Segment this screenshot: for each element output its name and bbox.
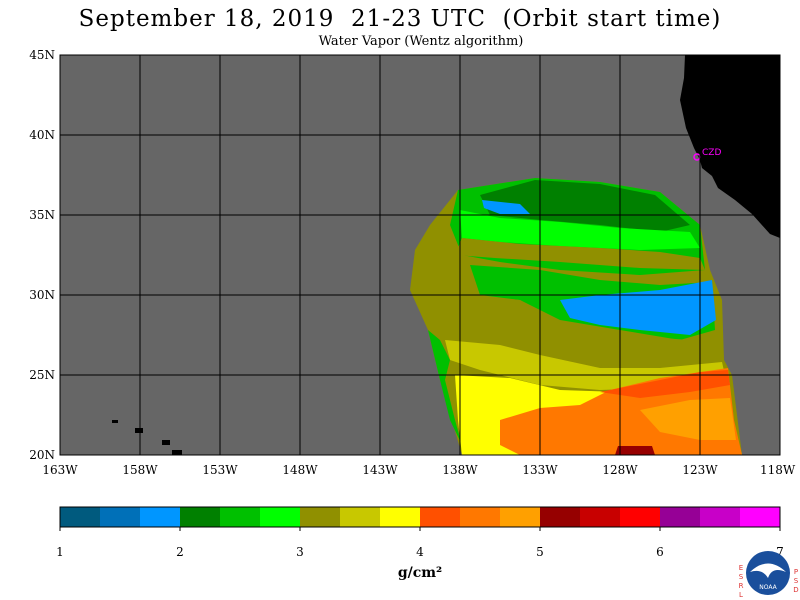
map-title: September 18, 2019 21-23 UTC (Orbit star… — [78, 6, 722, 32]
swath-blue-band — [560, 280, 716, 335]
swath-olive-south — [430, 295, 722, 368]
swath-yellow-olive — [445, 340, 726, 390]
water-vapor-swath — [410, 178, 742, 455]
colorbar-segment — [620, 507, 661, 527]
longitude-labels: 163W 158W 153W 148W 143W 138W 133W 128W 123W 118W — [42, 463, 796, 477]
graticule — [60, 55, 780, 455]
colorbar-tick-label: 5 — [536, 545, 544, 559]
latitude-label: 30N — [29, 288, 55, 302]
colorbar-segment — [100, 507, 141, 527]
colorbar-segment — [60, 507, 101, 527]
longitude-label: 128W — [602, 463, 638, 477]
colorbar-segment — [380, 507, 421, 527]
colorbar-segment — [220, 507, 261, 527]
swath-olive-band — [455, 238, 705, 270]
colorbar-segment — [740, 507, 781, 527]
longitude-label: 123W — [682, 463, 718, 477]
noaa-logo-bird — [750, 563, 786, 578]
colorbar-tick-label: 4 — [416, 545, 424, 559]
colorbar-tick-label: 1 — [56, 545, 64, 559]
longitude-label: 163W — [42, 463, 78, 477]
latitude-labels: 45N 40N 35N 30N 25N 20N — [29, 48, 55, 462]
swath-deep-orange — [600, 370, 730, 398]
colorbar-tick-label: 3 — [296, 545, 304, 559]
swath-blue-patch — [482, 200, 530, 214]
colorbar-segment — [260, 507, 301, 527]
swath-maroon — [615, 446, 655, 455]
hawaii-islands — [112, 420, 182, 455]
latitude-label: 25N — [29, 368, 55, 382]
map-frame — [59, 54, 781, 456]
colorbar-segment — [660, 507, 701, 527]
longitude-label: 138W — [442, 463, 478, 477]
longitude-label: 148W — [282, 463, 318, 477]
longitude-label: 153W — [202, 463, 238, 477]
colorbar-tick-label: 7 — [776, 545, 784, 559]
swath-orange-light — [640, 398, 736, 440]
colorbar — [59, 506, 781, 528]
noaa-logo: NOAA — [746, 551, 790, 595]
latitude-label: 35N — [29, 208, 55, 222]
colorbar-segment — [540, 507, 581, 527]
colorbar-segment — [580, 507, 621, 527]
swath-darkgreen-north — [480, 180, 690, 232]
colorbar-segment — [460, 507, 501, 527]
colorbar-segment — [420, 507, 461, 527]
colorbar-segment — [500, 507, 541, 527]
noaa-logo-text: NOAA — [759, 584, 777, 591]
longitude-label: 158W — [122, 463, 158, 477]
latitude-label: 40N — [29, 128, 55, 142]
swath-brightgreen — [460, 210, 700, 250]
colorbar-segment — [180, 507, 221, 527]
colorbar-segment — [700, 507, 741, 527]
latitude-label: 20N — [29, 448, 55, 462]
station-label: CZD — [702, 148, 721, 158]
colorbar-tick-label: 2 — [176, 545, 184, 559]
latitude-label: 45N — [29, 48, 55, 62]
colorbar-segment — [300, 507, 341, 527]
colorbar-segment — [140, 507, 181, 527]
colorbar-tick-labels: 1 2 3 4 5 6 7 — [56, 527, 784, 559]
colorbar-unit-label: g/cm² — [398, 565, 442, 581]
longitude-label: 133W — [522, 463, 558, 477]
north-america-coast — [680, 55, 780, 238]
map-subtitle: Water Vapor (Wentz algorithm) — [318, 34, 524, 49]
colorbar-tick-label: 6 — [656, 545, 664, 559]
longitude-label: 143W — [362, 463, 398, 477]
swath-green-west — [428, 330, 462, 445]
longitude-label: 118W — [760, 463, 796, 477]
colorbar-segment — [340, 507, 381, 527]
